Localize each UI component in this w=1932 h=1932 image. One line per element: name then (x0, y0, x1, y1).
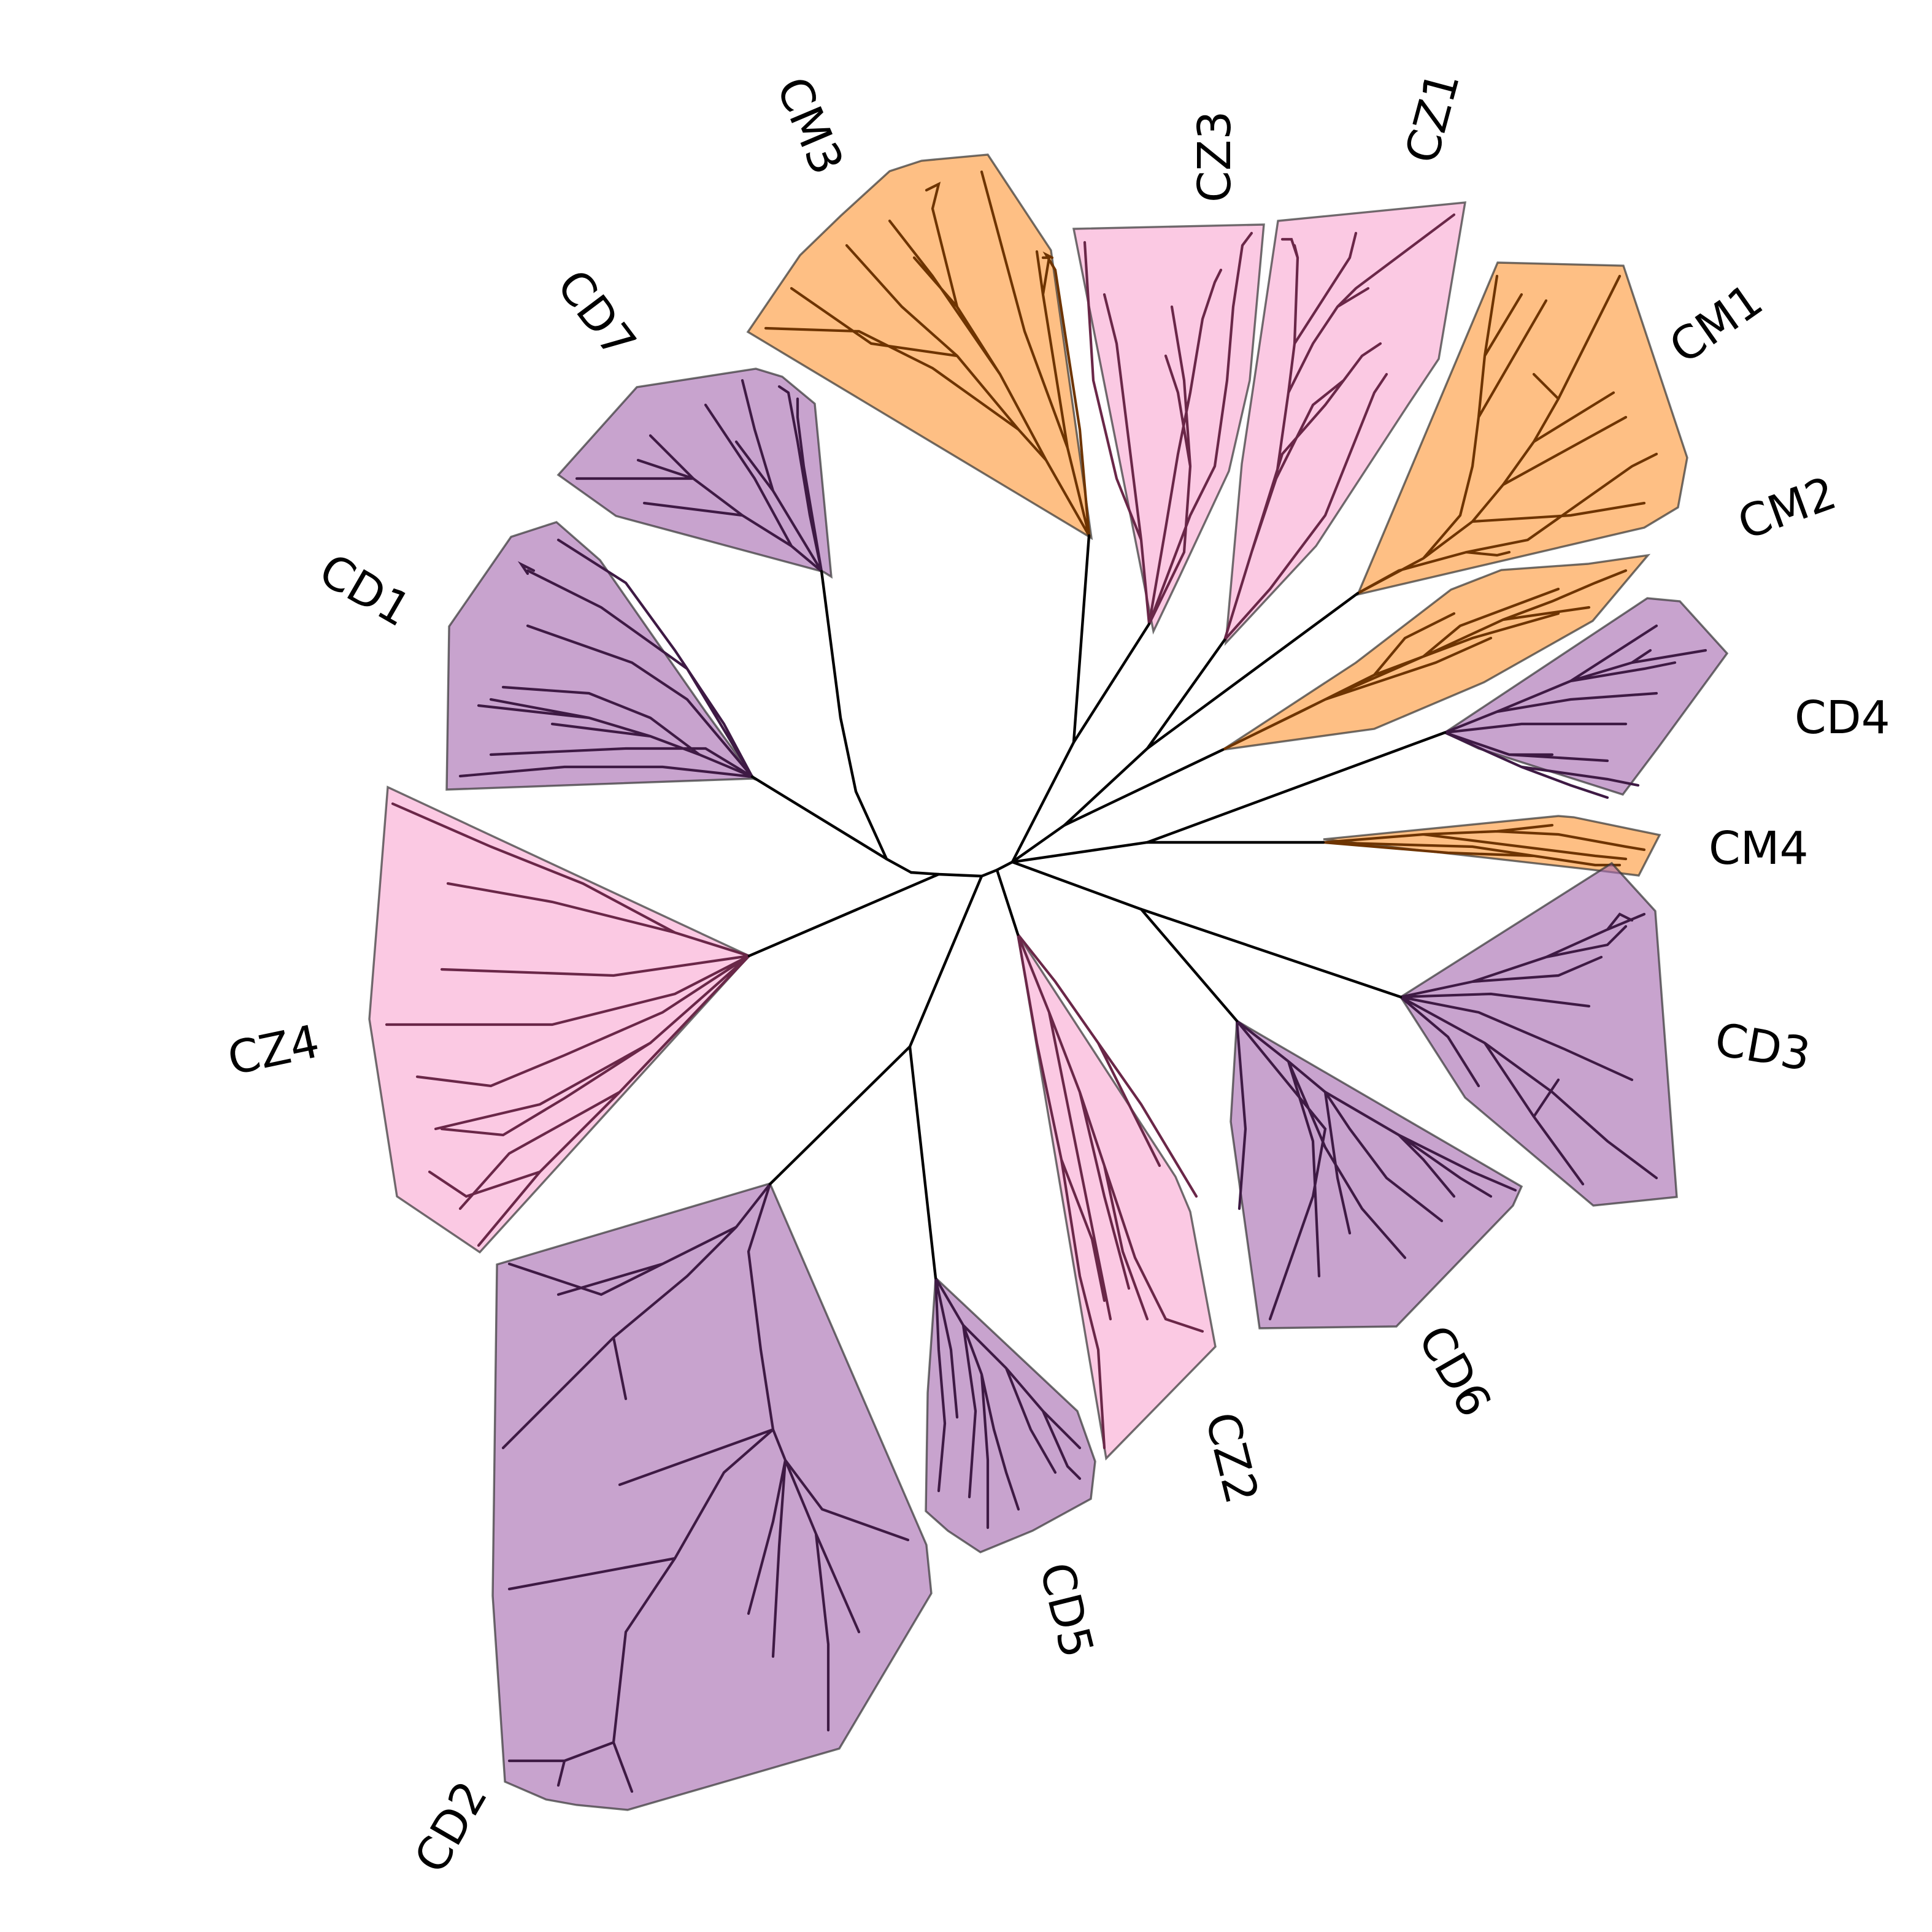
clade-cd6 (1230, 1019, 1523, 1330)
clade-cm2 (1221, 553, 1651, 752)
hull-cz2 (1017, 934, 1217, 1461)
clade-cz3 (1072, 223, 1265, 635)
branches-cd2 (501, 1182, 910, 1793)
hull-cz1 (1224, 201, 1467, 646)
hull-cd3 (1399, 861, 1678, 1207)
label-cm1: CM1 (1660, 274, 1772, 374)
label-cm4: CM4 (1709, 822, 1809, 875)
branches-cd5 (934, 1276, 1082, 1530)
hull-cm4 (1323, 815, 1661, 877)
label-cd1: CD1 (310, 544, 420, 637)
hull-cd1 (445, 521, 758, 791)
clade-cd3 (1399, 861, 1678, 1207)
branches-cd4 (1443, 624, 1707, 799)
label-cz3: CZ3 (1188, 111, 1241, 202)
label-cz4: CZ4 (223, 1015, 324, 1085)
clade-cm4 (1322, 815, 1661, 877)
clade-cm3 (746, 153, 1093, 541)
label-cd6: CD6 (1407, 1317, 1501, 1426)
label-cm3: CM3 (766, 69, 853, 182)
hull-cd4 (1442, 597, 1729, 796)
clade-cd1 (445, 521, 758, 791)
label-cd7: CD7 (547, 260, 646, 368)
branches-cm1 (1356, 274, 1658, 595)
hull-cz3 (1072, 223, 1265, 635)
label-cm2: CM2 (1731, 466, 1843, 550)
branches-cz3 (1083, 231, 1253, 626)
clade-cz4 (368, 785, 751, 1254)
label-cd2: CD2 (404, 1772, 498, 1882)
label-cd3: CD3 (1711, 1013, 1814, 1082)
clade-cz1 (1223, 201, 1467, 646)
branches-cz2 (1016, 933, 1204, 1450)
hull-cm3 (746, 153, 1093, 541)
branches-cm3 (764, 170, 1091, 537)
hull-cd2 (491, 1182, 933, 1811)
hull-cd5 (925, 1276, 1096, 1553)
clade-cd5 (925, 1276, 1096, 1553)
branches-cm2 (1221, 569, 1628, 752)
clade-cz2 (1016, 933, 1217, 1461)
backbone (747, 534, 1447, 1280)
hull-cd7 (556, 368, 833, 579)
branches-cd1 (458, 538, 754, 779)
clade-cm1 (1356, 261, 1688, 596)
label-cz1: CZ1 (1395, 66, 1470, 169)
label-cd4: CD4 (1795, 691, 1890, 744)
branches-cd6 (1235, 1019, 1517, 1321)
branches-cm4 (1322, 823, 1646, 867)
clade-cd2 (491, 1182, 933, 1811)
branches-cd3 (1399, 912, 1658, 1186)
hull-cz4 (368, 785, 751, 1254)
branches-cz4 (385, 802, 751, 1247)
label-cd5: CD5 (1030, 1558, 1104, 1663)
branches-cz1 (1223, 213, 1456, 642)
branches-cd7 (575, 379, 823, 573)
label-cz2: CZ2 (1195, 1407, 1269, 1509)
clade-cd4 (1442, 597, 1729, 799)
clade-cd7 (556, 368, 833, 579)
